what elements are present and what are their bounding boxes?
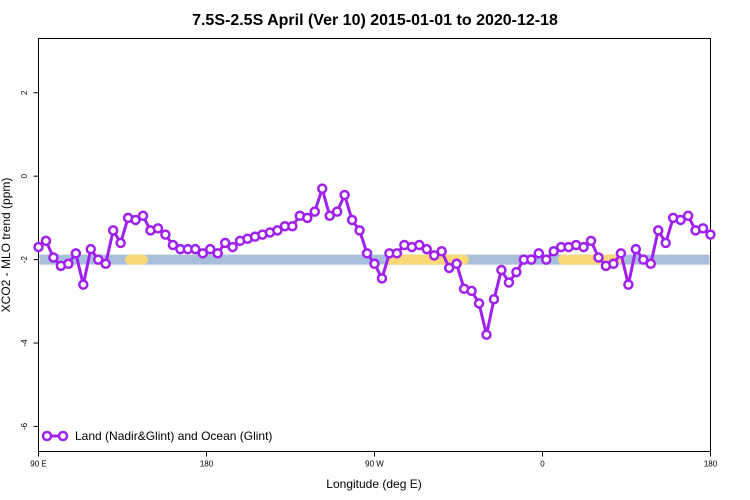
data-point <box>287 220 298 232</box>
x-axis: 90 E 180 90 W 0 180 <box>30 451 718 469</box>
data-point <box>652 225 664 236</box>
data-point <box>682 210 694 222</box>
data-point <box>488 293 500 305</box>
data-point <box>346 214 358 226</box>
data-point <box>78 279 89 290</box>
data-point <box>608 258 619 270</box>
y-tick-label: -4 <box>20 339 29 347</box>
data-point <box>466 285 477 297</box>
data-point <box>354 225 365 236</box>
data-point <box>443 262 455 274</box>
data-point <box>70 248 82 259</box>
data-point <box>309 206 321 217</box>
legend-marker <box>41 430 53 442</box>
data-point <box>324 210 335 222</box>
data-point <box>511 266 522 278</box>
data-point <box>33 241 44 253</box>
legend-label: Land (Nadir&Glint) and Ocean (Glint) <box>75 429 272 443</box>
data-point <box>638 254 649 265</box>
data-point <box>167 239 179 251</box>
data-point <box>339 189 350 201</box>
x-tick-label: 180 <box>704 460 718 469</box>
data-point <box>369 258 380 270</box>
data-point <box>675 214 686 226</box>
data-point <box>630 243 642 255</box>
data-point <box>197 248 209 259</box>
data-point <box>473 298 485 309</box>
data-point <box>428 250 440 261</box>
legend-marker <box>57 430 69 442</box>
data-point <box>496 264 507 276</box>
data-point <box>548 246 559 257</box>
data-point <box>63 258 74 270</box>
chart-title: 7.5S-2.5S April (Ver 10) 2015-01-01 to 2… <box>192 12 558 29</box>
data-point <box>85 243 97 255</box>
data-point <box>533 248 545 259</box>
data-point <box>414 239 425 251</box>
x-axis-label: Longitude (deg E) <box>326 477 421 491</box>
data-point <box>481 329 492 340</box>
data-point <box>92 254 104 265</box>
y-axis-label: XCO2 - MLO trend (ppm) <box>0 178 13 313</box>
data-point <box>115 237 126 249</box>
data-point <box>100 258 111 270</box>
data-point <box>204 243 216 255</box>
data-point <box>451 258 462 270</box>
y-tick-label: -6 <box>20 422 29 430</box>
data-point <box>697 223 709 234</box>
data-point <box>130 214 141 226</box>
data-point <box>137 210 149 222</box>
data-point <box>302 212 313 224</box>
legend: Land (Nadir&Glint) and Ocean (Glint) <box>41 429 272 443</box>
data-point <box>615 248 627 259</box>
data-point <box>585 235 597 247</box>
data-point <box>227 241 238 253</box>
data-point <box>152 223 164 234</box>
x-tick-label: 90 E <box>30 460 46 469</box>
plot-area <box>38 38 711 452</box>
data-point <box>421 243 433 255</box>
data-point <box>212 248 223 259</box>
data-point <box>219 237 231 249</box>
y-axis: 2 0 -2 -4 -6 <box>20 90 39 430</box>
data-point <box>160 229 171 240</box>
data-point <box>190 243 201 255</box>
data-point <box>376 273 388 284</box>
y-tick-label: 2 <box>20 90 29 95</box>
data-point <box>331 206 343 217</box>
data-point <box>40 235 52 247</box>
series-line <box>33 183 716 340</box>
data-point <box>593 252 604 263</box>
x-tick-label: 180 <box>200 460 214 469</box>
data-point <box>645 258 657 270</box>
data-point <box>578 241 589 253</box>
data-point <box>503 277 515 288</box>
data-point <box>540 254 552 265</box>
data-point <box>107 225 119 236</box>
data-point <box>361 248 373 259</box>
data-point <box>316 183 328 194</box>
data-point <box>48 252 59 263</box>
data-point <box>705 229 716 240</box>
y-tick-label: 0 <box>20 173 29 178</box>
data-point <box>526 254 537 265</box>
y-tick-label: -2 <box>20 255 29 263</box>
x-tick-label: 90 W <box>365 460 384 469</box>
data-point <box>272 225 283 236</box>
x-tick-label: 0 <box>540 460 545 469</box>
data-point <box>436 246 447 257</box>
data-point <box>623 279 634 290</box>
data-point <box>391 248 403 259</box>
data-point <box>660 237 671 249</box>
